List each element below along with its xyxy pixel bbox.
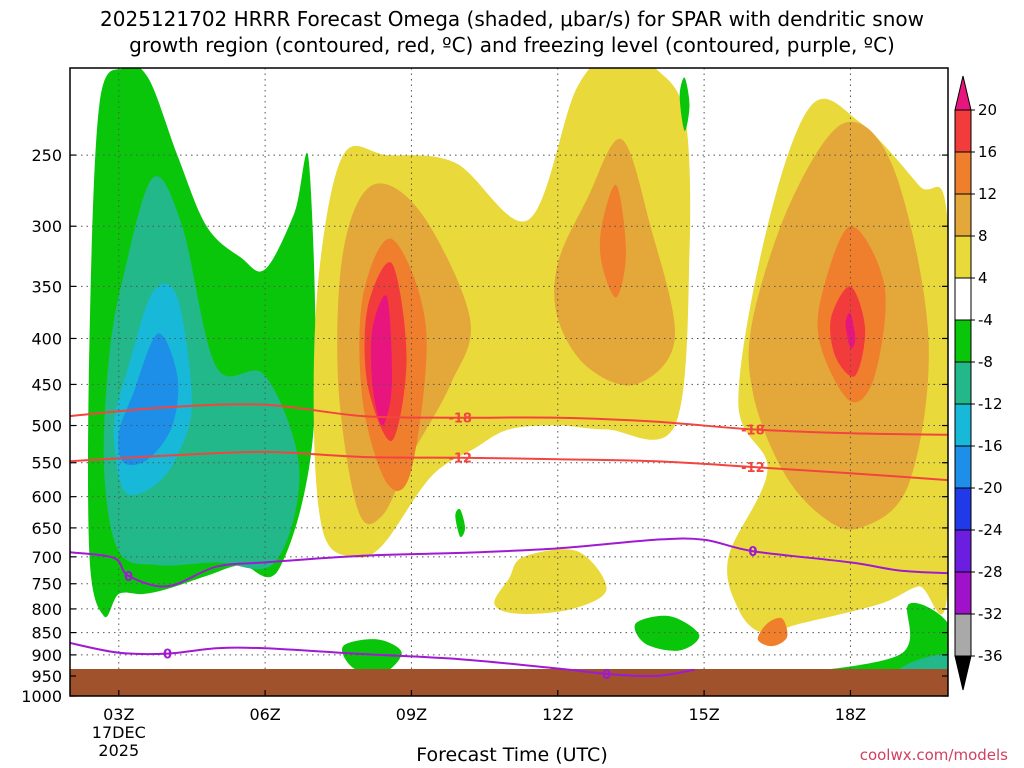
colorbar-swatch xyxy=(954,487,972,531)
colorbar-label: 8 xyxy=(978,227,988,245)
x-tick-label: 15Z xyxy=(688,705,719,724)
colorbar-swatch xyxy=(954,445,972,489)
colorbar-label: -8 xyxy=(978,353,993,371)
plot-frame xyxy=(69,67,949,697)
x-tick-label: 09Z xyxy=(396,705,427,724)
omega-region-17 xyxy=(845,312,856,349)
colorbar-bottom-arrow xyxy=(954,655,972,691)
contour-label-1-1: -12 xyxy=(741,461,765,476)
colorbar-label: -36 xyxy=(978,647,1003,665)
contour-line-0 xyxy=(70,403,948,436)
x-date-label: 17DEC xyxy=(92,723,146,742)
surface-ground xyxy=(70,669,948,696)
chart-title-line1: 2025121702 HRRR Forecast Omega (shaded, … xyxy=(100,7,924,31)
y-tick-label: 300 xyxy=(31,217,62,236)
x-tick-label: 12Z xyxy=(542,705,573,724)
colorbar-swatch xyxy=(954,109,972,153)
colorbar-label: -12 xyxy=(978,395,1003,413)
y-tick-label: 950 xyxy=(31,667,62,686)
temperature-contours: -18 -18 -12 -12 0 0 0 0 xyxy=(70,403,948,683)
omega-region-18 xyxy=(342,639,402,675)
y-tick-label: 700 xyxy=(31,548,62,567)
colorbar-label: -4 xyxy=(978,311,993,329)
y-tick-label: 650 xyxy=(31,519,62,538)
colorbar-swatch xyxy=(954,361,972,405)
colorbar-swatch xyxy=(954,151,972,195)
x-date-label: 2025 xyxy=(98,741,139,760)
omega-region-11 xyxy=(599,184,627,298)
contour-line-2 xyxy=(70,537,948,588)
omega-region-21 xyxy=(679,77,690,131)
x-axis-label: Forecast Time (UTC) xyxy=(416,744,608,766)
y-tick-label: 800 xyxy=(31,600,62,619)
contour-line-1 xyxy=(70,450,948,482)
omega-region-20 xyxy=(767,602,948,678)
colorbar-label: 20 xyxy=(978,101,997,119)
y-tick-label: 550 xyxy=(31,454,62,473)
contour-label-2-1: 0 xyxy=(748,545,757,560)
contour-label-3-0: 0 xyxy=(163,648,172,663)
contour-label-2-0: 0 xyxy=(124,570,133,585)
y-tick-label: 350 xyxy=(31,277,62,296)
omega-region-6 xyxy=(494,549,607,615)
omega-region-19 xyxy=(634,615,700,651)
y-tick-label: 850 xyxy=(31,624,62,643)
colorbar-label: -24 xyxy=(978,521,1003,539)
x-tick-label: 03Z xyxy=(103,705,134,724)
colorbar-swatch xyxy=(954,277,972,321)
contour-label-3-1: 0 xyxy=(602,668,611,683)
contour-line-3 xyxy=(70,642,695,678)
omega-region-13 xyxy=(757,617,788,647)
omega-region-16 xyxy=(370,295,393,426)
y-axis-ticks: 250 300 350 400 450 500 550 600 650 700 750 800 850 9… xyxy=(21,146,948,706)
contour-label-0-1: -18 xyxy=(741,423,765,438)
grid-lines xyxy=(70,68,948,697)
x-tick-label: 06Z xyxy=(249,705,280,724)
contour-label-1-0: -12 xyxy=(448,452,472,467)
colorbar-swatch xyxy=(954,193,972,237)
colorbar-label: -32 xyxy=(978,605,1003,623)
colorbar-swatch xyxy=(954,235,972,279)
colorbar-swatch xyxy=(954,319,972,363)
contour-label-0-0: -18 xyxy=(448,412,472,427)
colorbar-swatch xyxy=(954,403,972,447)
colorbar-label: -16 xyxy=(978,437,1003,455)
y-tick-label: 250 xyxy=(31,146,62,165)
colorbar-top-arrow xyxy=(954,75,972,111)
y-tick-label: 750 xyxy=(31,575,62,594)
colorbar-swatch xyxy=(954,529,972,573)
omega-shaded-regions xyxy=(87,68,948,684)
y-tick-label: 500 xyxy=(31,417,62,436)
y-tick-label: 1000 xyxy=(21,687,62,706)
colorbar-swatch xyxy=(954,613,972,657)
y-tick-label: 400 xyxy=(31,329,62,348)
chart-title-line2: growth region (contoured, red, ºC) and f… xyxy=(129,33,895,57)
omega-region-22 xyxy=(455,508,466,538)
site-credit: coolwx.com/models xyxy=(859,746,1008,764)
colorbar-label: 4 xyxy=(978,269,988,287)
y-tick-label: 450 xyxy=(31,375,62,394)
y-tick-label: 900 xyxy=(31,646,62,665)
colorbar-swatch xyxy=(954,571,972,615)
colorbar-label: -20 xyxy=(978,479,1003,497)
colorbar-label: 12 xyxy=(978,185,997,203)
omega-region-3 xyxy=(118,333,179,466)
colorbar: 20 16 12 8 4 -4 -8 -12 -16 -20 -24 -28 -32 -36 xyxy=(954,75,1003,691)
y-tick-label: 600 xyxy=(31,488,62,507)
x-tick-label: 18Z xyxy=(835,705,866,724)
colorbar-label: 16 xyxy=(978,143,997,161)
colorbar-label: -28 xyxy=(978,563,1003,581)
